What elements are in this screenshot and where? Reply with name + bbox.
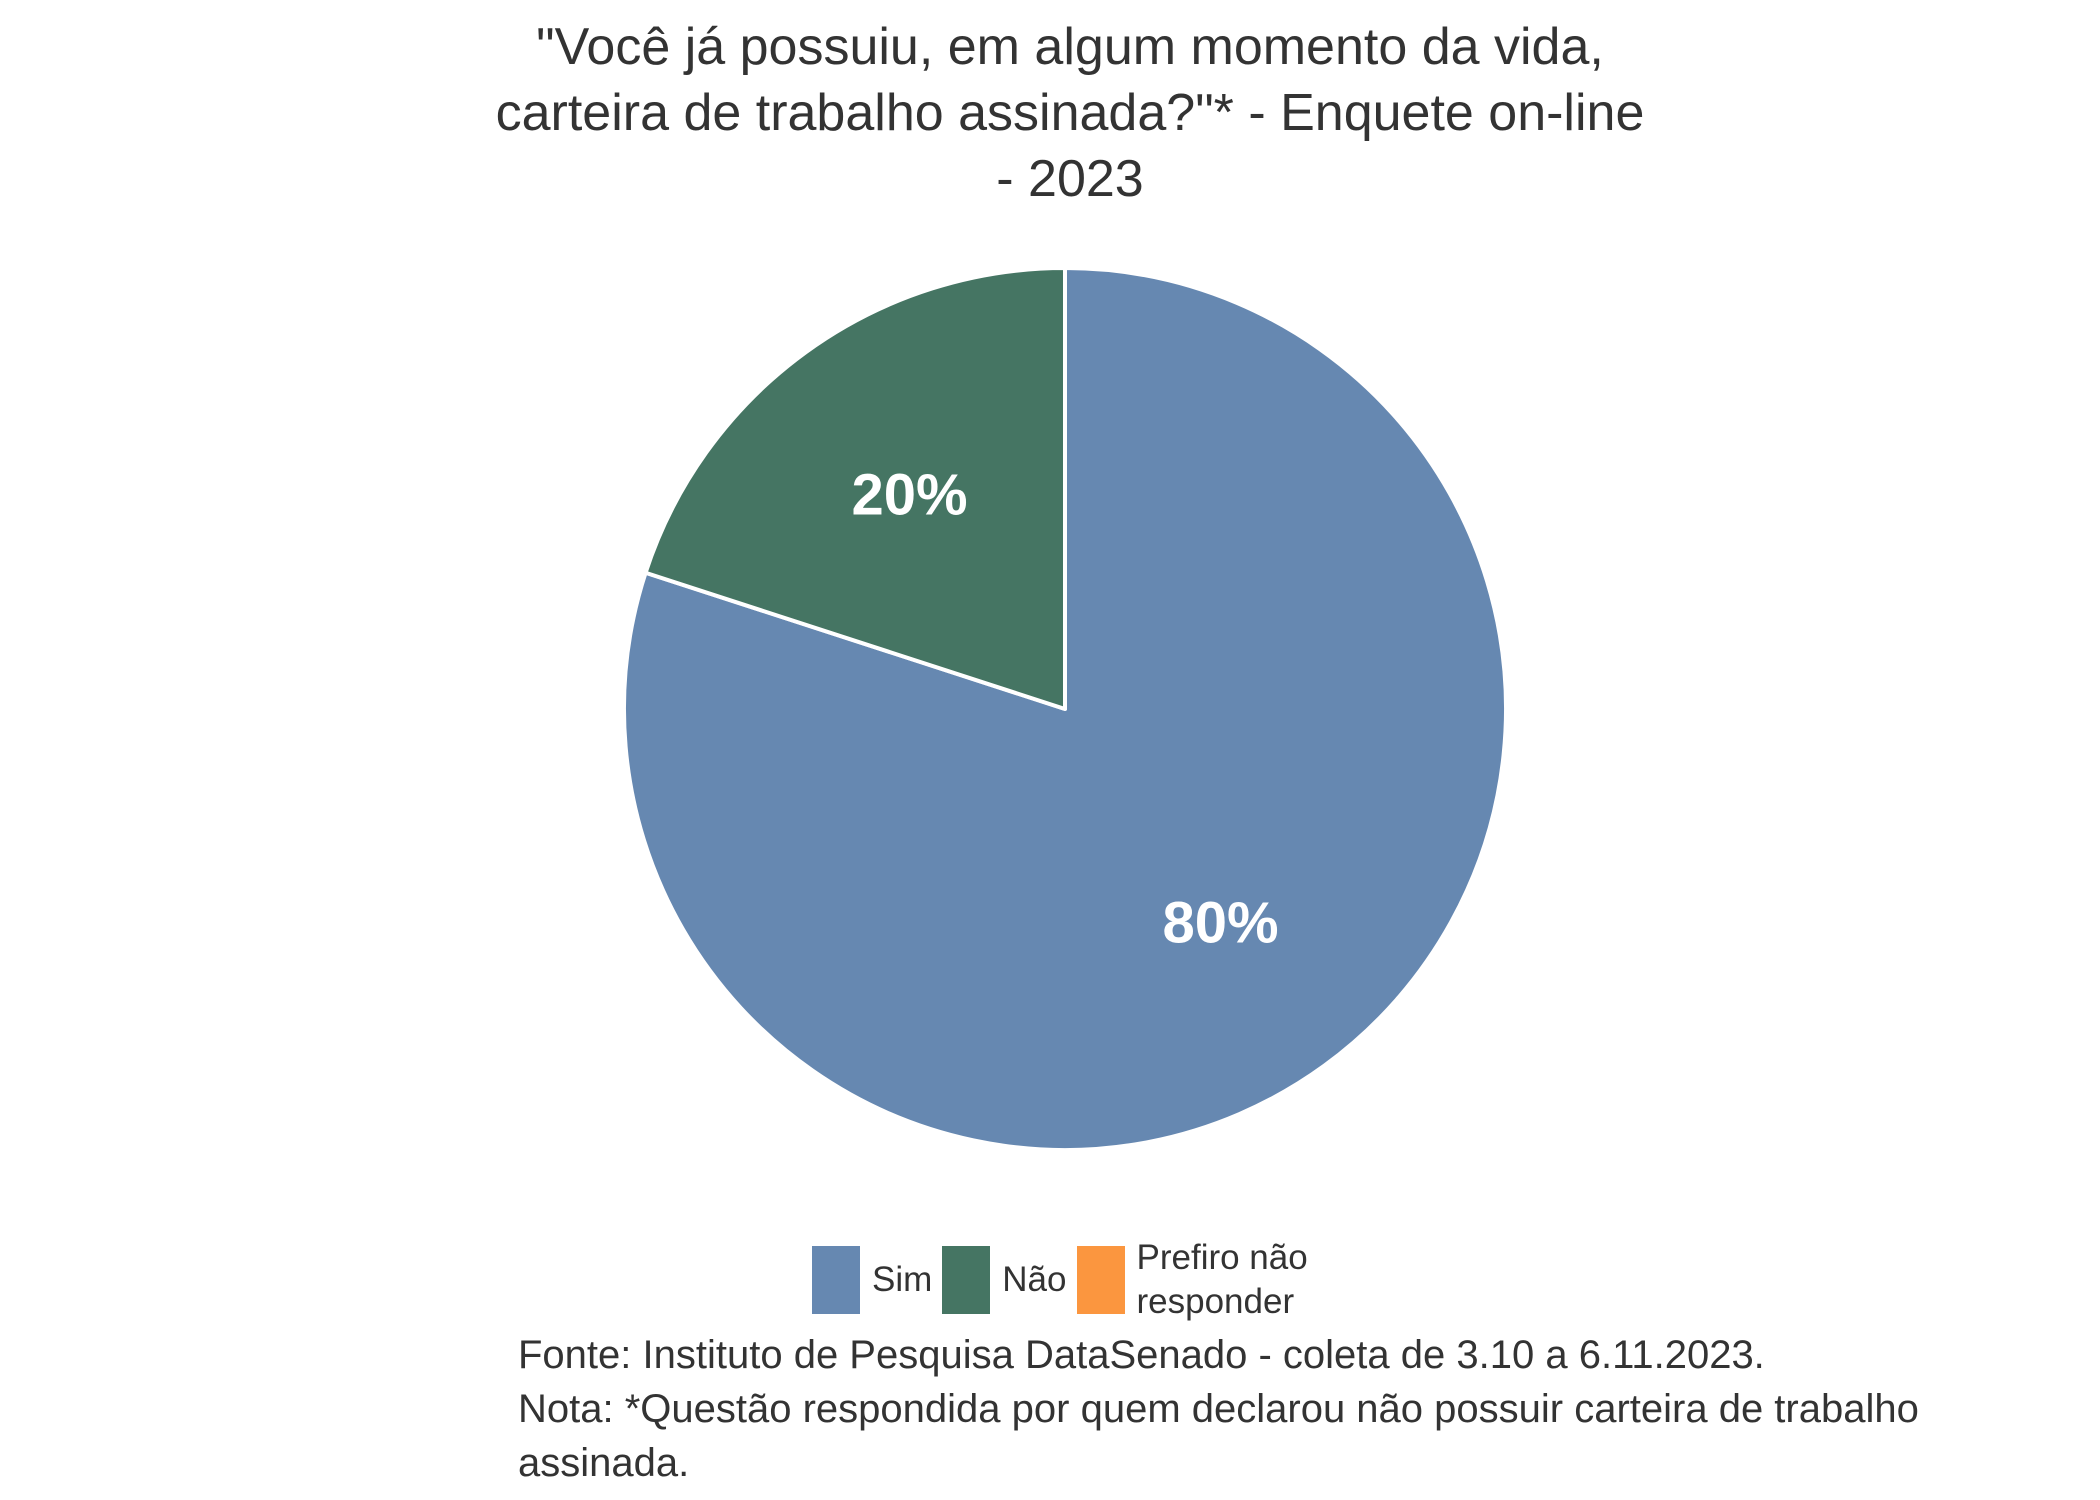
pie-slices [621,266,1508,1152]
legend-item-sim: Sim [812,1246,932,1314]
legend-swatch-sim [812,1246,860,1314]
pie-slice-sim [621,266,1508,1152]
legend-swatch-nao [942,1246,991,1314]
legend-label-nao: Não [1002,1260,1067,1299]
legend: Sim Não Prefiro não responder [812,1238,1357,1321]
footnote: Nota: *Questão respondida por quem decla… [518,1387,1919,1485]
chart-title: "Você já possuiu, em algum momento da vi… [380,14,1760,212]
source-note: Fonte: Instituto de Pesquisa DataSenado … [518,1333,1765,1377]
pie-labels: 80% 20% [851,462,1278,955]
pie-label-nao: 20% [851,462,967,527]
chart-title-line-3: - 2023 [996,150,1144,208]
pie-label-sim: 80% [1162,891,1278,956]
legend-swatch-prefiro-nao-responder [1076,1246,1125,1314]
footnotes: Fonte: Instituto de Pesquisa DataSenado … [518,1328,1998,1490]
legend-item-prefiro-nao-responder: Prefiro não responder [1076,1236,1347,1324]
legend-label-sim: Sim [872,1260,933,1299]
chart-title-line-2: carteira de trabalho assinada?"* - Enque… [495,84,1645,142]
legend-label-prefiro-nao-responder: Prefiro não responder [1136,1238,1308,1321]
chart-title-line-1: "Você já possuiu, em algum momento da vi… [536,18,1604,76]
pie-slice-nao [643,266,1067,711]
legend-item-nao: Não [942,1246,1067,1314]
